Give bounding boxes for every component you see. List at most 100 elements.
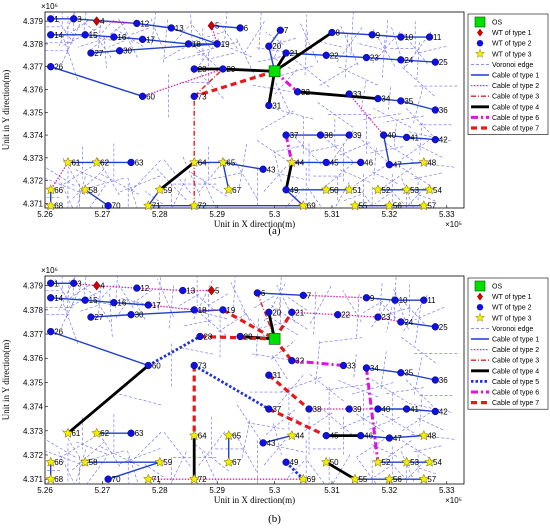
- turbine-label: 17: [146, 35, 155, 44]
- wt-type-2-marker: [190, 361, 198, 370]
- cable-type-1: [222, 162, 230, 190]
- voronoi-edge: [241, 420, 251, 459]
- voronoi-edge: [96, 428, 121, 467]
- voronoi-edge: [343, 194, 361, 202]
- legend-entry: WT of type 3: [492, 315, 532, 322]
- cable-type-4: [325, 460, 356, 481]
- voronoi-edge: [381, 413, 415, 434]
- voronoi-edge: [407, 403, 452, 413]
- x-tick-label: 5.26: [37, 486, 53, 495]
- cable-type-7: [267, 373, 311, 411]
- voronoi-edge: [163, 431, 191, 467]
- x-tick-label: 5.29: [209, 210, 225, 219]
- wt-type-3-marker: [62, 156, 74, 168]
- wt-type-2-marker: [265, 308, 273, 316]
- turbine-label: 65: [232, 432, 241, 441]
- voronoi-edge: [71, 168, 105, 200]
- voronoi-edge: [219, 23, 238, 49]
- turbine-label: 66: [54, 186, 63, 195]
- voronoi-edge: [61, 166, 92, 186]
- cable-type-1: [400, 321, 436, 328]
- voronoi-edge: [270, 38, 296, 46]
- wt-type-2-marker: [402, 405, 411, 413]
- voronoi-edge: [369, 170, 398, 184]
- turbine-label: 6: [244, 24, 249, 33]
- wt-type-2-marker: [385, 434, 394, 442]
- turbine-label: 64: [198, 158, 207, 167]
- turbine-label: 60: [152, 361, 161, 370]
- voronoi-edge: [273, 149, 282, 182]
- turbine-label: 16: [117, 299, 126, 308]
- wt-type-2-marker: [133, 19, 141, 28]
- voronoi-edge: [234, 433, 257, 472]
- y-tick-label: 4.374: [23, 131, 44, 140]
- turbine-label: 61: [71, 158, 80, 167]
- turbine-label: 63: [135, 429, 144, 438]
- voronoi-edge: [63, 38, 79, 81]
- wt-type-3-marker: [62, 427, 74, 438]
- turbine-label: 15: [89, 296, 98, 305]
- wt-type-2-marker: [431, 135, 439, 144]
- wt-type-1-marker: [92, 16, 101, 27]
- voronoi-edge: [373, 147, 377, 180]
- voronoi-edge: [66, 280, 70, 318]
- voronoi-edge: [45, 438, 76, 458]
- voronoi-edge: [273, 145, 305, 153]
- plot-area: [44, 11, 465, 209]
- voronoi-edge: [75, 449, 86, 484]
- voronoi-edge: [255, 318, 259, 357]
- turbine-label: 47: [393, 434, 402, 443]
- voronoi-edge: [206, 293, 228, 307]
- wt-type-2-marker: [397, 97, 405, 105]
- turbine-label: 70: [112, 475, 121, 484]
- voronoi-edge: [337, 379, 379, 398]
- legend-entry: Cable of type 2: [492, 83, 539, 90]
- voronoi-edge: [83, 21, 99, 35]
- cables: [50, 282, 436, 481]
- x-axis-label: Unit in X direction(m): [214, 219, 295, 229]
- turbine-label: 54: [433, 186, 442, 195]
- turbine-label: 26: [54, 63, 63, 72]
- legend-wt1-symbol: [477, 292, 483, 301]
- turbine-label: 19: [221, 40, 230, 49]
- turbine-label: 59: [163, 458, 172, 467]
- wt-type-3-marker: [223, 429, 235, 441]
- voronoi-edge: [109, 40, 125, 48]
- voronoi-edge: [400, 336, 436, 364]
- wt-type-2-marker: [431, 58, 439, 66]
- x-tick-label: 5.3: [269, 486, 281, 495]
- voronoi-edge: [406, 188, 425, 208]
- y-tick-label: 4.377: [23, 63, 44, 72]
- wt-type-2-marker: [70, 279, 78, 287]
- voronoi-edge: [386, 306, 393, 333]
- turbine-label: 31: [272, 371, 281, 380]
- panel-caption: (b): [268, 513, 281, 525]
- turbine-label: 41: [410, 133, 419, 142]
- voronoi-edge: [113, 27, 144, 47]
- wt-type-3-marker: [401, 456, 413, 467]
- wt-type-3-marker: [383, 200, 395, 211]
- voronoi-edge: [402, 32, 428, 65]
- voronoi-edge: [339, 24, 359, 66]
- wt-type-3-marker: [217, 156, 229, 168]
- wt-type-3-marker: [188, 156, 200, 168]
- wt-type-3-marker: [286, 429, 298, 441]
- wt-type-3-marker: [320, 456, 332, 467]
- legend-entry: Cable of type 1: [492, 337, 539, 344]
- voronoi-edge: [130, 160, 161, 193]
- legend-os-symbol: [474, 280, 486, 292]
- wt-type-2-marker: [420, 296, 428, 304]
- turbine-label: 23: [381, 313, 390, 322]
- x-tick-label: 5.27: [95, 486, 111, 495]
- voronoi-edge: [385, 307, 411, 315]
- wt-type-2-marker: [374, 94, 382, 103]
- wt-type-2-marker: [402, 133, 411, 141]
- turbine-label: 30: [135, 311, 144, 320]
- turbine-label: 52: [381, 458, 390, 467]
- turbine-label: 35: [404, 97, 413, 106]
- turbine-label: 24: [404, 318, 413, 327]
- turbine-label: 20: [272, 42, 281, 51]
- voronoi-edge: [400, 439, 431, 459]
- turbine-label: 7: [307, 291, 312, 300]
- x-tick-label: 5.32: [382, 486, 398, 495]
